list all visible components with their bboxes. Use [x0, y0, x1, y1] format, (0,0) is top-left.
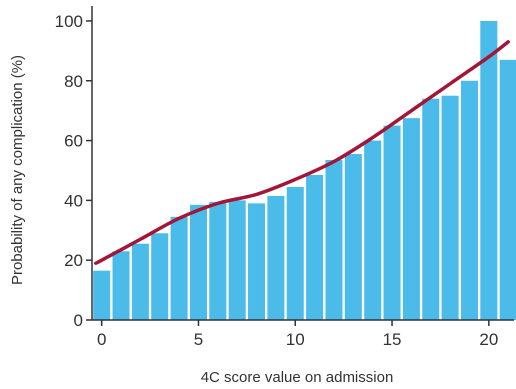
x-tick-label-15: 15	[383, 330, 402, 349]
bar-score-3	[151, 233, 169, 320]
bar-score-0	[93, 270, 111, 320]
x-axis-title: 4C score value on admission	[201, 369, 394, 386]
bar-score-12	[325, 160, 343, 320]
bar-score-13	[344, 154, 362, 320]
bars	[93, 20, 516, 321]
y-tick-label-100: 100	[55, 12, 83, 31]
bar-score-2	[131, 243, 149, 320]
bar-score-21	[499, 59, 516, 320]
y-tick-label-40: 40	[64, 191, 83, 210]
bar-score-16	[402, 118, 420, 320]
bar-score-1	[112, 251, 130, 320]
y-tick-label-0: 0	[74, 311, 83, 330]
bar-score-19	[460, 80, 478, 320]
bar-score-11	[306, 174, 324, 320]
bar-score-17	[422, 98, 440, 320]
bar-score-10	[286, 186, 304, 320]
bar-score-4	[170, 216, 188, 320]
bar-score-8	[248, 203, 266, 320]
bar-score-20	[480, 20, 498, 320]
y-ticks: 0 20 40 60 80 100	[55, 12, 92, 330]
bar-score-14	[364, 140, 382, 320]
x-tick-label-20: 20	[479, 330, 498, 349]
x-ticks: 0 5 10 15 20	[97, 320, 498, 349]
bar-score-6	[209, 201, 227, 320]
bar-score-9	[267, 195, 285, 320]
y-tick-label-20: 20	[64, 251, 83, 270]
bar-score-18	[441, 95, 459, 321]
bar-score-7	[228, 200, 246, 320]
trend-line	[94, 40, 510, 265]
x-tick-label-10: 10	[286, 330, 305, 349]
bar-score-5	[189, 204, 207, 320]
bar-score-15	[383, 125, 401, 321]
y-tick-label-80: 80	[64, 72, 83, 91]
x-tick-label-5: 5	[194, 330, 203, 349]
y-tick-label-60: 60	[64, 132, 83, 151]
y-axis-title: Probability of any complication (%)	[9, 55, 26, 285]
x-tick-label-0: 0	[97, 330, 106, 349]
